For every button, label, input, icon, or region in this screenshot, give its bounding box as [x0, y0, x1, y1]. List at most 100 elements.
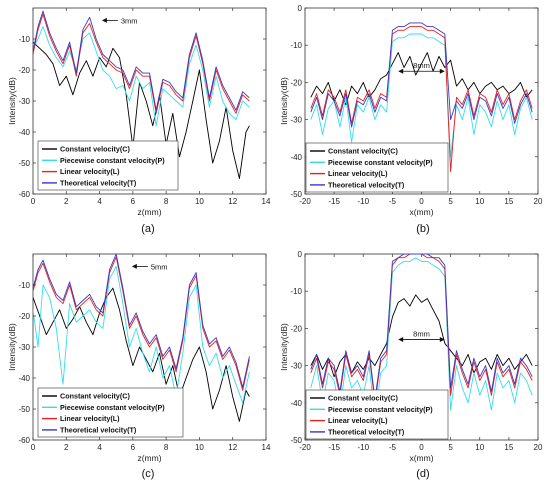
series-line-4: [33, 10, 250, 111]
y-tick-label: 0: [298, 4, 303, 13]
series-line-2: [33, 26, 250, 127]
y-tick-label: -40: [290, 399, 302, 408]
x-tick-label: 10: [475, 443, 484, 452]
annotation-label: 8mm: [413, 61, 430, 70]
series-line-3: [310, 254, 533, 404]
y-tick-label: -30: [18, 97, 30, 106]
x-tick-label: 0: [419, 443, 424, 452]
series-line-2: [310, 33, 533, 158]
chart-panel-2: -20 -15 -10 -5 0 5 10 15 20-50-40-30-20-100x(mm)…: [279, 4, 543, 235]
x-tick-label: 2: [64, 443, 69, 452]
series-line-4: [310, 254, 533, 400]
x-tick-label: 15: [504, 443, 513, 452]
chart-panel-3: 0 2 4 6 8 10 12 14 -60 -50 -40 -30 -20 -10 z(mm) Intens…: [7, 253, 271, 480]
legend-entry: Linear velocity(L): [328, 169, 388, 178]
legend: Constant velocity(C) Piecewise constant v…: [305, 142, 449, 193]
annotation-label: 3mm: [121, 16, 138, 25]
chart-panel-4: -20 -15 -10 -5 0 5 10 15 20-50-40-30-20-100x(mm)…: [279, 250, 543, 480]
y-tick-label: -40: [18, 374, 30, 383]
chart-panel-1: 0 2 4 6 8 10 12 14 -60 -50 -40 -30 -20 -10 z(mm) Intens…: [7, 7, 271, 235]
series-line-2: [33, 265, 250, 404]
legend-entry: Piecewise constant velocity(P): [328, 405, 433, 414]
y-tick-label: -50: [290, 436, 302, 445]
y-tick-label: -10: [18, 281, 30, 290]
annotation-label: 5mm: [151, 262, 168, 271]
legend-entry: Constant velocity(C): [328, 147, 398, 156]
x-tick-label: 14: [262, 197, 271, 206]
x-tick-label: -5: [389, 197, 397, 206]
series-line-3: [33, 13, 250, 114]
y-axis-label: Intensity(dB): [279, 77, 289, 125]
panel-caption: (d): [416, 468, 429, 480]
x-tick-label: 6: [131, 197, 136, 206]
legend-entry: Constant velocity(C): [328, 394, 398, 403]
legend: Constant velocity(C) Piecewise constant v…: [37, 140, 179, 191]
x-tick-label: 2: [64, 197, 69, 206]
x-tick-label: 5: [448, 443, 453, 452]
x-tick-label: -5: [389, 443, 397, 452]
x-tick-label: 15: [504, 197, 513, 206]
legend-entry: Linear velocity(L): [328, 416, 388, 425]
x-tick-label: 4: [97, 197, 102, 206]
legend: Constant velocity(C) Piecewise constant v…: [305, 389, 449, 440]
x-tick-label: 12: [228, 197, 237, 206]
legend-entry: Constant velocity(C): [60, 392, 130, 401]
annotation-label: 8mm: [413, 330, 430, 339]
legend-entry: Linear velocity(L): [60, 414, 120, 423]
series-line-3: [310, 26, 533, 173]
y-tick-label: -20: [290, 324, 302, 333]
x-tick-label: -10: [357, 197, 369, 206]
y-tick-label: -30: [290, 362, 302, 371]
legend-entry: Constant velocity(C): [60, 145, 130, 154]
panel-caption: (a): [141, 223, 154, 235]
y-tick-label: -20: [290, 78, 302, 87]
legend-entry: Theoretical velocity(T): [328, 181, 405, 190]
legend-entry: Theoretical velocity(T): [60, 179, 137, 188]
series-line-1: [33, 41, 250, 179]
x-tick-label: 0: [419, 197, 424, 206]
legend-entry: Piecewise constant velocity(P): [328, 158, 433, 167]
y-tick-label: -60: [18, 190, 30, 199]
x-tick-label: 6: [131, 443, 136, 452]
x-tick-label: 10: [195, 443, 204, 452]
legend-entry: Linear velocity(L): [60, 167, 120, 176]
legend-entry: Piecewise constant velocity(P): [60, 403, 165, 412]
x-axis-label: z(mm): [137, 453, 161, 463]
y-tick-label: -50: [290, 190, 302, 199]
x-tick-label: 5: [448, 197, 453, 206]
y-axis-label: Intensity(dB): [7, 323, 17, 371]
x-tick-label: 0: [31, 443, 36, 452]
series-line-2: [310, 257, 533, 419]
legend-entry: Theoretical velocity(T): [60, 426, 137, 435]
y-tick-label: -10: [290, 287, 302, 296]
series-line-4: [310, 22, 533, 128]
x-tick-label: 12: [228, 443, 237, 452]
x-axis-label: z(mm): [137, 207, 161, 217]
x-tick-label: -15: [328, 443, 340, 452]
series-line-3: [33, 256, 250, 391]
x-tick-label: -15: [328, 197, 340, 206]
legend-entry: Theoretical velocity(T): [328, 428, 405, 437]
legend: Constant velocity(C) Piecewise constant v…: [37, 387, 184, 438]
x-tick-label: 8: [164, 197, 169, 206]
y-tick-label: -20: [18, 66, 30, 75]
y-tick-label: -10: [290, 41, 302, 50]
panel-caption: (b): [416, 223, 429, 235]
y-tick-label: -50: [18, 159, 30, 168]
y-tick-label: -50: [18, 405, 30, 414]
y-axis-label: Intensity(dB): [7, 77, 17, 125]
y-tick-label: -30: [18, 343, 30, 352]
legend-entry: Piecewise constant velocity(P): [60, 156, 165, 165]
x-tick-label: 10: [475, 197, 484, 206]
x-tick-label: 20: [534, 443, 543, 452]
y-tick-label: -60: [18, 436, 30, 445]
y-tick-label: -30: [290, 116, 302, 125]
x-tick-label: 4: [97, 443, 102, 452]
x-tick-label: 14: [262, 443, 271, 452]
x-tick-label: 0: [31, 197, 36, 206]
y-tick-label: -40: [290, 153, 302, 162]
y-tick-label: 0: [298, 250, 303, 259]
x-tick-label: 10: [195, 197, 204, 206]
